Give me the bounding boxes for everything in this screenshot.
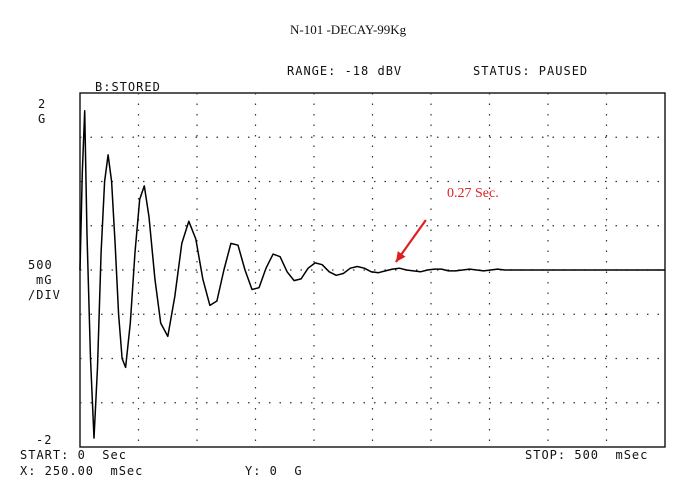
y-scale-value: 500 — [28, 258, 53, 272]
y-top-value: 2 — [38, 97, 47, 111]
decay-waveform-line — [79, 109, 665, 439]
status-readout: STATUS: PAUSED — [473, 64, 589, 78]
cursor-x-readout: X: 250.00 mSec — [20, 464, 144, 478]
y-scale-unit: mG — [36, 273, 53, 287]
chart-title: N-101 -DECAY-99Kg — [290, 22, 407, 37]
cursor-y-readout: Y: 0 G — [245, 464, 303, 478]
decay-annotation-label: 0.27 Sec. — [447, 186, 499, 201]
y-top-unit: G — [38, 112, 47, 126]
y-bottom-value: -2 — [36, 433, 53, 447]
trace-label: B:STORED — [95, 80, 161, 94]
y-scale-suffix: /DIV — [28, 288, 61, 302]
x-stop-label: STOP: 500 mSec — [525, 448, 649, 462]
range-readout: RANGE: -18 dBV — [287, 64, 403, 78]
annotation-arrow-head — [395, 251, 406, 262]
x-start-label: START: 0 Sec — [20, 448, 127, 462]
